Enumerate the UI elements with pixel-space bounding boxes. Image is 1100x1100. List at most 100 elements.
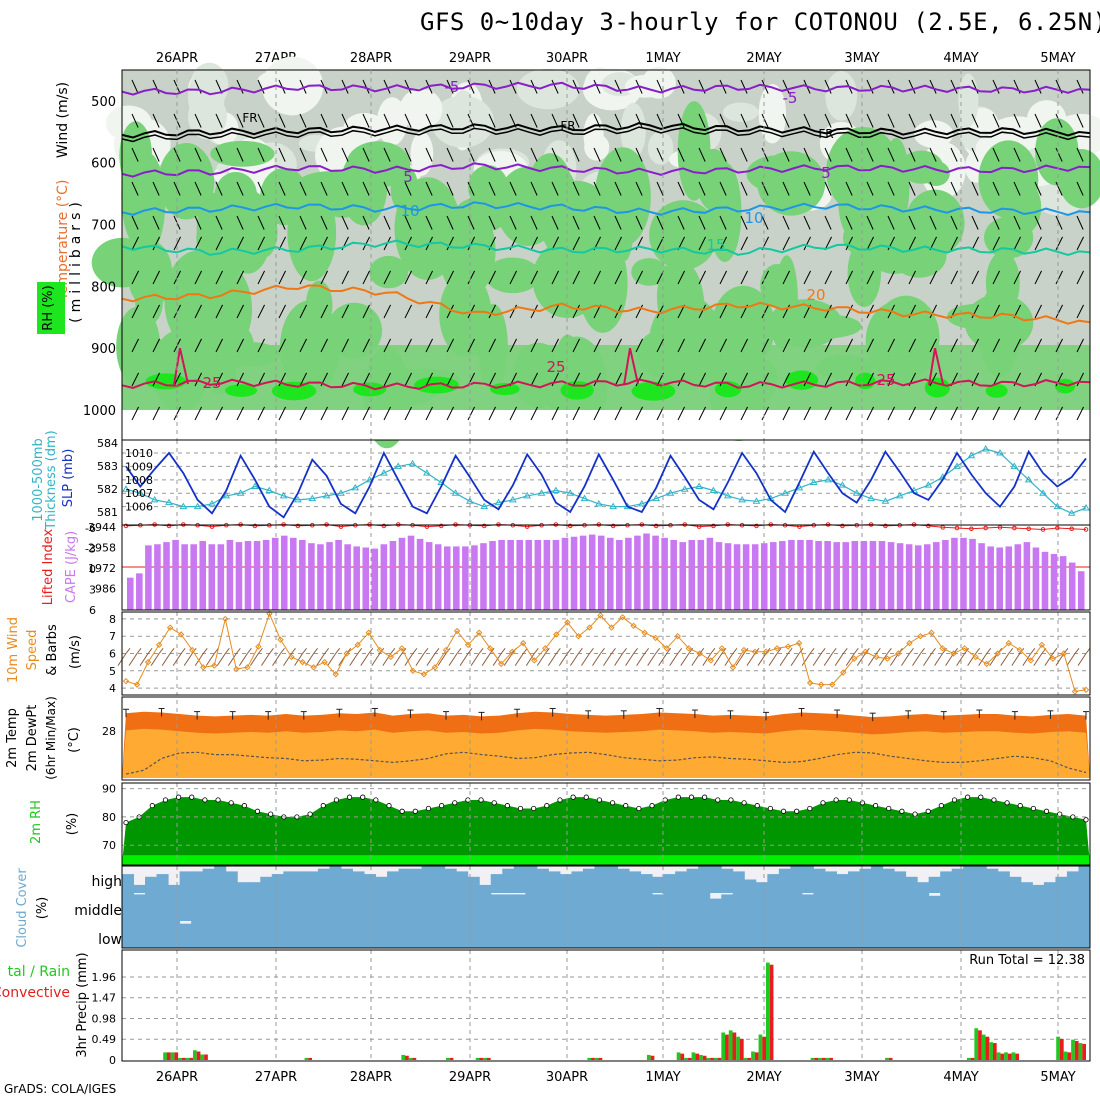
wind-barb-10-7: [278, 406, 287, 421]
wind-barb-0-39: [950, 79, 958, 94]
wind-barb-1-1: [152, 113, 160, 128]
wind-barb-8-5: [236, 338, 245, 353]
cloud-high-bar-61: [824, 871, 837, 893]
thickness-point-12: [294, 495, 302, 503]
wind10m-point-27: [420, 671, 428, 678]
ylabel-cloud-unit: (%): [35, 897, 50, 920]
cloud-middle-bar-58: [790, 893, 803, 921]
wind10m-barb-4: [161, 653, 171, 666]
wind-barb-2-19: [530, 147, 538, 162]
wind-barb-1-25: [656, 113, 664, 128]
rh-saturated-patch-2: [271, 381, 317, 401]
cloud-middle-bar-74: [974, 893, 987, 921]
wind-barb-2-36: [887, 147, 895, 162]
wind-barb-10-36: [887, 406, 896, 421]
thickness-point-48: [809, 478, 818, 485]
wind-barb-0-15: [446, 79, 454, 94]
cape-bar-56: [634, 535, 641, 610]
cloud-high-bar-1: [133, 884, 146, 893]
wind10m-barb-flag-69: [886, 648, 892, 654]
cloud-low-bar-0: [122, 921, 135, 948]
cape-bar-101: [1041, 551, 1049, 610]
wind-barb-3-45: [1076, 181, 1084, 196]
below-ground: [122, 410, 1090, 440]
rh-green-patch-100: [978, 140, 1039, 219]
wind-barb-1-29: [740, 113, 748, 128]
wind-barb-0-13: [404, 79, 412, 94]
thickness-point-21: [423, 469, 431, 476]
wind10m-barb-flag-65: [842, 648, 848, 654]
wind-barb-9-12: [383, 372, 392, 387]
wind-barb-4-37: [908, 215, 916, 230]
day-label-top-5: 1MAY: [645, 51, 680, 66]
cloud-middle-bar-25: [410, 893, 423, 921]
wind-barb-1-44: [1055, 113, 1063, 128]
precip-total-bar-77: [699, 1054, 703, 1060]
cloud-middle-bar-29: [456, 893, 469, 921]
cloud-high-bar-75: [986, 868, 999, 893]
wind-barb-7-5: [236, 304, 245, 319]
precip-total-bar-85: [758, 1034, 763, 1060]
wind10m-barb-31: [459, 653, 469, 666]
isotherm-5: [121, 284, 1091, 325]
wind10m-point-46: [630, 622, 637, 630]
wind10m-point-50: [674, 633, 681, 640]
wind-barb-6-4: [215, 270, 224, 285]
cloud-high-bar-29: [456, 871, 469, 893]
wind-barb-6-33: [824, 270, 833, 285]
wind-barb-9-27: [698, 372, 707, 387]
wind-barb-10-0: [131, 406, 140, 421]
precip-total-bar-38: [408, 1057, 413, 1060]
wind-barb-3-20: [551, 181, 559, 196]
wind-barb-3-5: [236, 181, 244, 196]
wind-barb-10-9: [320, 406, 329, 421]
rh2m-point-40: [649, 803, 655, 809]
wind-barb-4-44: [1055, 215, 1063, 230]
li-point-31: [567, 523, 573, 529]
wind-barb-8-13: [404, 338, 413, 353]
cloud-low-bar-12: [260, 921, 273, 948]
wind-barb-7-3: [194, 304, 203, 319]
wind-barb-3-44: [1055, 181, 1063, 196]
cloud-middle-bar-13: [271, 893, 284, 921]
wind-barb-4-1: [152, 215, 160, 230]
wind-barb-2-32: [803, 147, 811, 162]
cloud-middle-bar-43: [617, 893, 630, 921]
isotherm-3: [121, 201, 1091, 216]
cloud-middle-bar-76: [997, 893, 1010, 921]
wind-barb-3-1: [152, 181, 160, 196]
wind-barb-4-35: [866, 215, 874, 230]
wind10m-barb-flag-72: [920, 648, 925, 654]
precip-conv-bar-79: [717, 1057, 722, 1060]
wind10m-barb-83: [1033, 653, 1043, 666]
wind-barb-10-2: [173, 406, 182, 421]
cloud-middle-bar-3: [156, 893, 169, 921]
wind10m-point-61: [795, 639, 803, 647]
cape-bar-61: [679, 542, 687, 610]
cloud-middle-bar-31: [479, 893, 492, 921]
ylabel-temp-1: 2m Temp: [5, 708, 20, 768]
thickness-point-20: [408, 459, 417, 467]
precip-conv-bar-127: [1074, 1040, 1079, 1060]
cloud-low-bar-53: [732, 921, 745, 948]
wind-barb-9-21: [572, 372, 581, 387]
wind-barb-8-40: [971, 338, 980, 353]
wind-barb-1-45: [1076, 113, 1084, 128]
cloud-middle-bar-40: [582, 893, 595, 921]
wind-barb-10-23: [614, 406, 623, 421]
wind-barb-0-0: [131, 79, 139, 94]
wind10m-barb-3: [150, 653, 160, 666]
rh2m-point-71: [1057, 811, 1063, 817]
thickness-point-62: [1010, 462, 1019, 469]
wind-barb-4-20: [551, 215, 559, 230]
precip-conv-bar-125: [1059, 1038, 1064, 1060]
cloud-high-bar-0: [122, 874, 135, 893]
rh2m-point-26: [465, 797, 471, 803]
precip-conv-bar-7: [181, 1057, 186, 1060]
rh-saturated-patch-1: [225, 384, 258, 397]
wind10m-barb-flag-82: [1030, 648, 1036, 654]
wind-barb-8-7: [278, 338, 287, 353]
cloud-middle-bar-30: [467, 893, 480, 921]
wind-barb-8-35: [866, 338, 875, 353]
thickness-point-64: [1039, 489, 1047, 496]
